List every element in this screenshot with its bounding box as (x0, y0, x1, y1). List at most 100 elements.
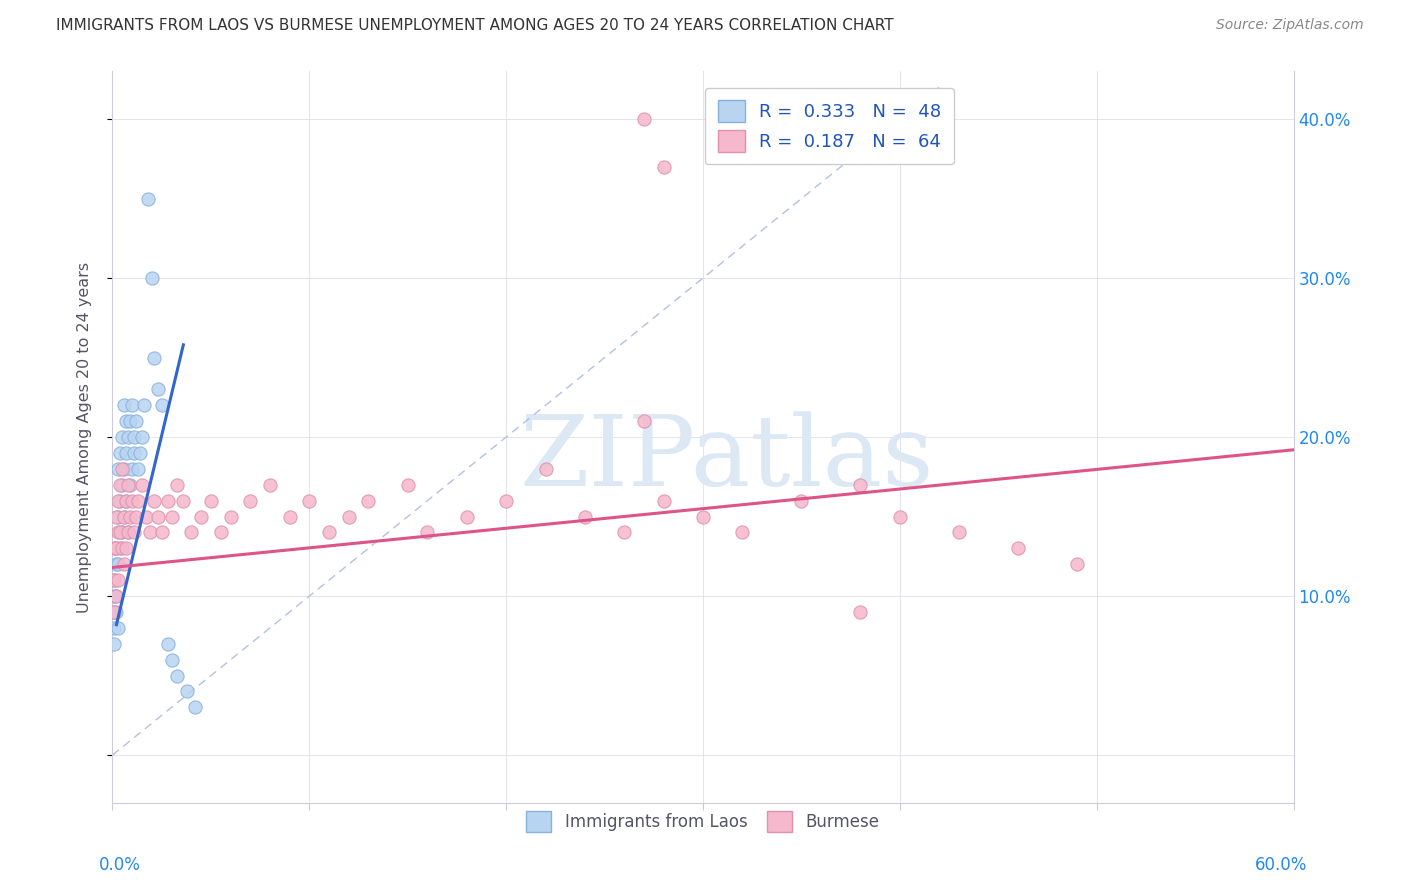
Point (141, 271, 163, 285)
Point (127, 493, 149, 508)
Point (115, 541, 138, 556)
Point (117, 430, 139, 444)
Point (107, 493, 129, 508)
Point (132, 398, 155, 412)
Point (107, 558, 129, 572)
Point (652, 160, 675, 174)
Point (613, 525, 636, 540)
Point (122, 446, 145, 460)
Point (948, 525, 970, 540)
Point (110, 446, 132, 460)
Point (692, 509, 714, 524)
Point (166, 477, 188, 491)
Point (131, 430, 153, 444)
Point (160, 653, 183, 667)
Point (107, 525, 129, 540)
Point (172, 493, 194, 508)
Point (239, 493, 262, 508)
Point (112, 398, 135, 412)
Point (111, 541, 134, 556)
Point (357, 493, 380, 508)
Point (111, 430, 134, 444)
Point (110, 493, 132, 508)
Point (318, 525, 340, 540)
Point (105, 558, 128, 572)
Point (142, 493, 165, 508)
Point (156, 637, 179, 651)
Point (117, 525, 139, 540)
Point (122, 430, 145, 444)
Point (112, 558, 135, 572)
Point (117, 525, 139, 540)
Point (1007, 541, 1029, 556)
Point (849, 477, 872, 491)
Point (105, 541, 128, 556)
Point (107, 462, 129, 476)
Point (129, 446, 152, 460)
Point (115, 414, 138, 428)
Point (209, 525, 232, 540)
Point (633, 112, 655, 126)
Point (121, 493, 143, 508)
Point (150, 398, 173, 412)
Point (105, 541, 128, 556)
Point (259, 477, 281, 491)
Point (112, 509, 135, 524)
Text: IMMIGRANTS FROM LAOS VS BURMESE UNEMPLOYMENT AMONG AGES 20 TO 24 YEARS CORRELATI: IMMIGRANTS FROM LAOS VS BURMESE UNEMPLOY… (56, 18, 894, 33)
Point (121, 398, 143, 412)
Point (160, 509, 183, 524)
Point (107, 573, 129, 587)
Text: ZIPatlas: ZIPatlas (519, 411, 934, 507)
Point (115, 446, 138, 460)
Point (534, 462, 557, 476)
Point (107, 621, 129, 635)
Point (103, 589, 125, 603)
Point (574, 509, 596, 524)
Point (790, 493, 813, 508)
Point (120, 509, 142, 524)
Point (184, 700, 207, 714)
Point (166, 668, 188, 682)
Point (139, 525, 162, 540)
Text: 60.0%: 60.0% (1256, 856, 1308, 874)
Point (103, 605, 125, 619)
Point (103, 573, 125, 587)
Point (176, 684, 198, 698)
Point (456, 509, 478, 524)
Point (122, 525, 145, 540)
Point (652, 493, 675, 508)
Point (105, 589, 128, 603)
Point (278, 509, 301, 524)
Point (111, 525, 134, 540)
Point (1066, 558, 1088, 572)
Point (117, 477, 139, 491)
Point (115, 493, 138, 508)
Point (131, 477, 153, 491)
Point (103, 541, 125, 556)
Point (125, 414, 148, 428)
Point (136, 192, 159, 206)
Point (298, 493, 321, 508)
Point (120, 477, 142, 491)
Point (105, 509, 128, 524)
Y-axis label: Unemployment Among Ages 20 to 24 years: Unemployment Among Ages 20 to 24 years (77, 261, 91, 613)
Point (337, 509, 360, 524)
Point (396, 477, 419, 491)
Point (103, 621, 125, 635)
Point (110, 477, 132, 491)
Point (416, 525, 439, 540)
Point (156, 493, 179, 508)
Point (110, 525, 132, 540)
Point (103, 637, 125, 651)
Point (111, 462, 134, 476)
Point (146, 383, 169, 397)
Point (180, 525, 202, 540)
Point (115, 493, 138, 508)
Point (111, 477, 134, 491)
Point (127, 462, 149, 476)
Point (121, 462, 143, 476)
Point (107, 509, 129, 524)
Point (110, 541, 132, 556)
Point (105, 589, 128, 603)
Point (633, 414, 655, 428)
